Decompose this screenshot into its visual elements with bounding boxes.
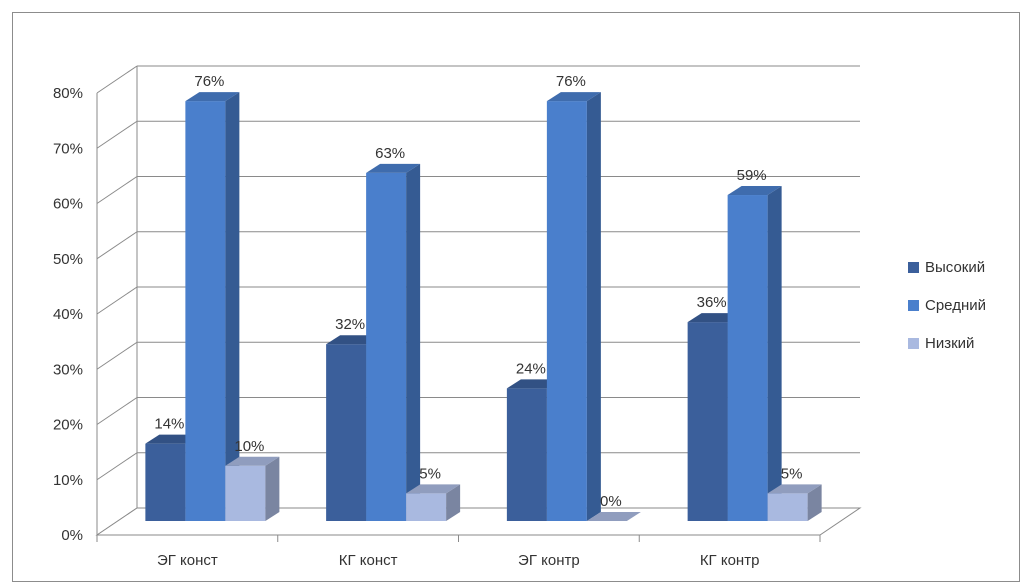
legend-item-low: Низкий [908,324,986,362]
bar [185,101,226,521]
bar [546,101,587,521]
data-label: 63% [375,145,405,162]
bar-top [767,484,822,494]
bar-side [807,484,822,521]
bar-top [406,484,461,494]
x-category-label: ЭГ контр [518,552,580,569]
data-label: 14% [154,416,184,433]
bar-top [586,512,641,521]
data-label: 76% [194,73,224,90]
bar-side [225,92,240,521]
data-label: 76% [556,73,586,90]
bar [727,195,768,521]
y-tick-label: 20% [53,417,83,434]
y-tick-label: 40% [53,306,83,323]
bar-top [225,456,280,466]
y-tick-label: 70% [53,140,83,157]
bar-top [366,163,421,173]
legend-swatch [908,261,919,273]
bar [406,493,447,521]
bar [326,344,367,521]
data-label: 0% [600,493,622,510]
x-category-label: ЭГ конст [157,552,218,569]
bar-side [586,92,601,521]
bar [366,172,407,522]
data-label: 5% [781,465,803,482]
bar-side [446,484,461,521]
data-label: 5% [419,465,441,482]
bar-side [406,163,421,522]
legend-label: Средний [925,296,986,314]
legend-item-high: Высокий [908,248,986,286]
data-label: 10% [234,438,264,455]
legend-swatch [908,299,919,311]
bar-side [767,186,782,521]
gridline-side [96,397,138,425]
bar [506,388,547,521]
gridline-side [96,231,138,260]
bar [767,493,808,521]
data-label: 32% [335,316,365,333]
gridline-side [96,341,138,370]
gridline-side [96,286,138,315]
bar-side [265,456,280,521]
y-tick-label: 80% [53,85,83,102]
data-label: 24% [516,360,546,377]
chart-floor [95,507,862,536]
x-category-label: КГ конст [339,552,398,569]
bar-top [185,92,240,102]
gridline-side [96,120,138,149]
legend: Высокий Средний Низкий [908,248,986,362]
data-label: 59% [737,167,767,184]
bar [687,322,728,521]
y-tick-label: 60% [53,196,83,213]
legend-label: Высокий [925,258,986,276]
y-tick-label: 50% [53,251,83,268]
legend-swatch [908,337,919,349]
x-category-label: КГ контр [700,552,760,569]
gridline-side [96,452,138,481]
bar-top [727,186,782,196]
bar [225,465,266,521]
y-tick-label: 10% [53,472,83,489]
bar-top [546,92,601,102]
gridline-side [96,65,138,94]
legend-label: Низкий [925,334,975,352]
y-tick-label: 0% [61,527,83,544]
gridline-side [96,176,138,204]
y-tick-label: 30% [53,361,83,378]
bar [145,443,186,521]
legend-item-medium: Средний [908,286,986,324]
data-label: 36% [697,294,727,311]
